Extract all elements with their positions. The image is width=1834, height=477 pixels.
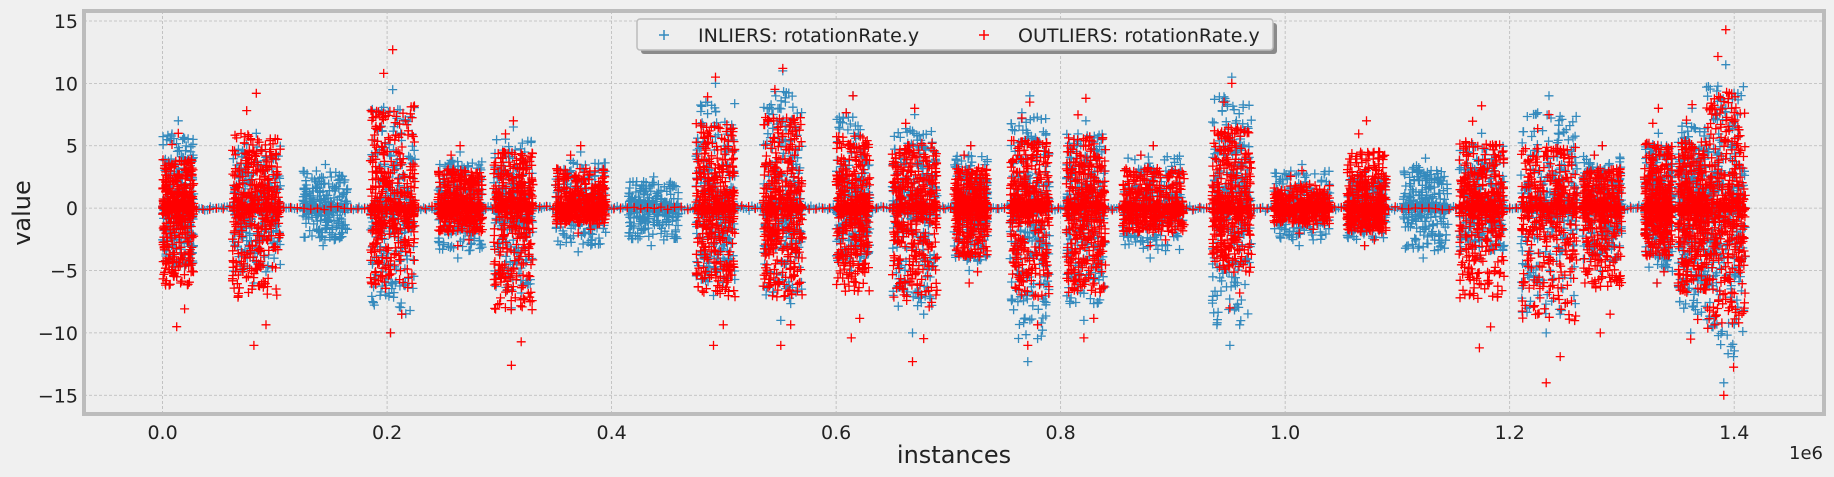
y-tick-label: 0: [66, 198, 78, 220]
y-tick-label: −10: [38, 323, 78, 345]
x-tick-label: 0.6: [821, 422, 851, 444]
plot-frame: [82, 9, 1826, 416]
legend: INLIERS: rotationRate.y OUTLIERS: rotati…: [636, 18, 1277, 54]
x-tick-label: 0.2: [372, 422, 402, 444]
y-tick-label: 10: [54, 73, 78, 95]
scatter-markers: [158, 25, 1750, 400]
legend-label-outliers: OUTLIERS: rotationRate.y: [1018, 25, 1260, 47]
x-tick-label: 0.0: [147, 422, 177, 444]
x-tick-label: 1.2: [1495, 422, 1525, 444]
series-outliers: [158, 25, 1750, 400]
y-tick-label: 15: [54, 11, 78, 33]
x-tick-label: 0.4: [597, 422, 627, 444]
legend-marker-inliers: [659, 30, 669, 40]
y-tick-label: 5: [66, 136, 78, 158]
y-tick-label: −5: [50, 261, 78, 283]
x-tick-label: 0.8: [1046, 422, 1076, 444]
x-offset-label: 1e6: [1789, 443, 1823, 464]
legend-box: [636, 18, 1274, 51]
x-tick-label: 1.0: [1270, 422, 1300, 444]
x-tick-label: 1.4: [1719, 422, 1749, 444]
legend-plus-icon: [979, 30, 989, 40]
x-axis-ticks: 0.0 0.2 0.4 0.6 0.8 1.0 1.2 1.4: [147, 422, 1749, 444]
x-axis-label: instances: [897, 441, 1011, 469]
data-points: [158, 25, 1750, 400]
y-axis-label: value: [8, 180, 36, 246]
legend-marker-outliers: [979, 30, 989, 40]
y-tick-label: −15: [38, 385, 78, 407]
y-axis-ticks: −15 −10 −5 0 5 10 15: [38, 11, 78, 407]
legend-plus-icon: [659, 30, 669, 40]
legend-label-inliers: INLIERS: rotationRate.y: [698, 25, 919, 47]
